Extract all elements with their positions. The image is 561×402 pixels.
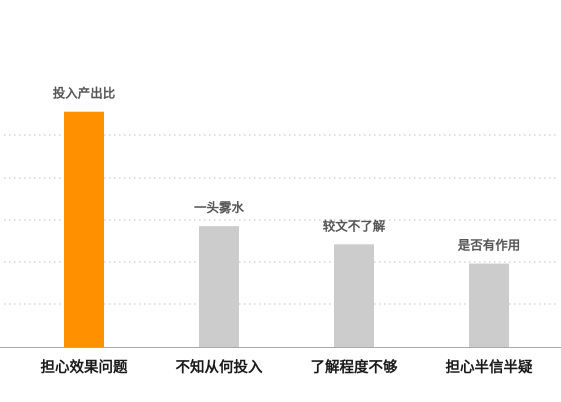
bar-2 bbox=[334, 244, 374, 347]
grid-lines bbox=[4, 134, 557, 305]
bar-annotation-1: 一头雾水 bbox=[194, 200, 245, 215]
bar-0 bbox=[64, 111, 104, 348]
bar-1 bbox=[199, 226, 239, 347]
category-label-1: 不知从何投入 bbox=[176, 358, 263, 376]
bar-annotation-0: 投入产出比 bbox=[53, 86, 116, 101]
category-label-2: 了解程度不够 bbox=[311, 358, 398, 376]
bar-3 bbox=[469, 263, 509, 347]
bars bbox=[64, 111, 509, 348]
category-labels: 担心效果问题 不知从何投入 了解程度不够 担心半信半疑 bbox=[41, 358, 533, 376]
category-label-0: 担心效果问题 bbox=[41, 358, 128, 376]
bar-annotation-2: 较文不了解 bbox=[323, 218, 386, 233]
category-label-3: 担心半信半疑 bbox=[446, 358, 533, 376]
bar-annotation-3: 是否有作用 bbox=[457, 238, 521, 253]
